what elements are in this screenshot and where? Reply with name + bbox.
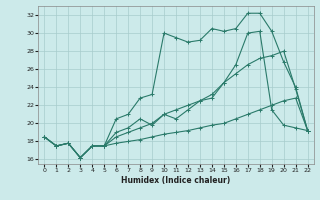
X-axis label: Humidex (Indice chaleur): Humidex (Indice chaleur)	[121, 176, 231, 185]
